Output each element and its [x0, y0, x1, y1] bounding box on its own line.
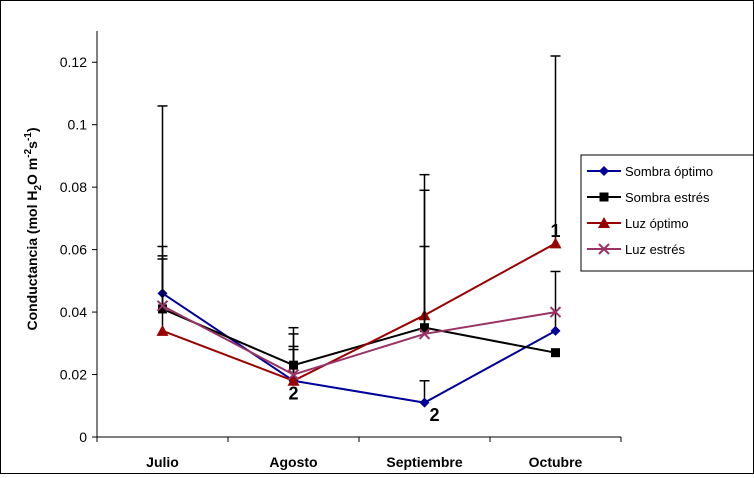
y-tick-label: 0.08: [60, 179, 87, 195]
legend-swatch-marker: [599, 192, 609, 202]
legend-label: Luz estrés: [625, 242, 685, 257]
annotations: 2 2 1: [288, 221, 560, 425]
series-line: [162, 242, 556, 382]
legend: Sombra óptimo Sombra estrés Luz óptimo Luz …: [580, 154, 754, 272]
annotation-label: 2: [288, 383, 298, 403]
y-axis-label: Conductancia (mol H2O m-2s-1): [23, 127, 44, 330]
x-category-label: Octubre: [529, 454, 583, 470]
data-point: [418, 328, 431, 340]
data-point: [549, 306, 562, 318]
legend-swatch-marker: [598, 243, 610, 255]
data-point: [549, 237, 562, 249]
series-line: [162, 304, 556, 376]
legend-swatch-marker: [599, 166, 609, 176]
legend-label: Sombra estrés: [625, 190, 710, 205]
x-category-label: Julio: [146, 454, 179, 470]
data-point: [287, 374, 300, 386]
y-tick-label: 0.06: [60, 242, 87, 258]
series-3: [156, 245, 562, 381]
legend-swatch-marker: [598, 217, 610, 228]
legend-box: [580, 154, 754, 272]
annotation-label: 1: [550, 221, 560, 241]
y-tick-label: 0.04: [60, 304, 87, 320]
x-category-label: Septiembre: [386, 454, 462, 470]
data-point: [551, 348, 560, 358]
y-tick-label: 0: [79, 429, 87, 445]
legend-label: Sombra óptimo: [625, 164, 713, 179]
series-layer: [156, 55, 562, 408]
axes: 0 0.02 0.04 0.06 0.08 0.1 0.12 Julio Agosto Septi…: [60, 31, 622, 470]
legend-label: Luz óptimo: [625, 216, 689, 231]
x-category-label: Agosto: [269, 454, 317, 470]
data-point: [550, 325, 561, 336]
series-1: [157, 189, 560, 370]
y-tick-label: 0.1: [68, 117, 88, 133]
series-0: [157, 105, 561, 408]
series-line: [162, 308, 556, 367]
y-tick-label: 0.02: [60, 367, 87, 383]
annotation-label: 2: [429, 405, 439, 425]
data-point: [156, 324, 169, 336]
data-point: [419, 397, 430, 408]
data-point: [287, 368, 300, 381]
y-tick-label: 0.12: [60, 54, 87, 70]
data-point: [156, 300, 169, 312]
series-2: [156, 55, 562, 386]
